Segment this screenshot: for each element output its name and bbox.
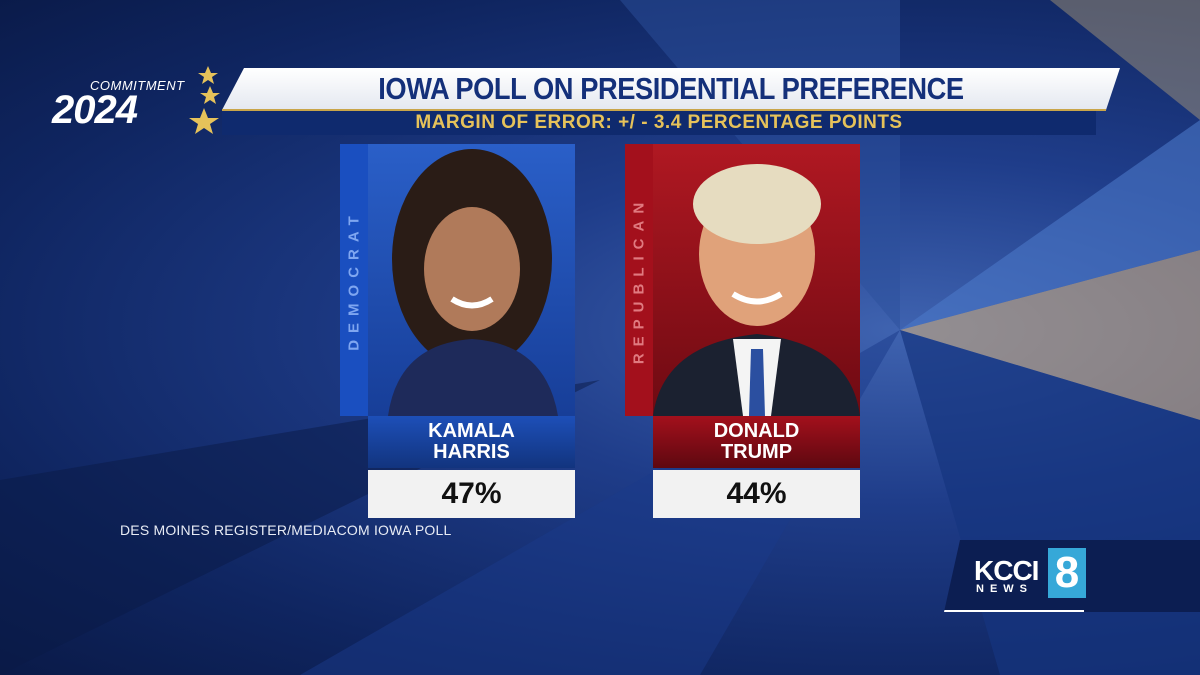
title-banner: IOWA POLL ON PRESIDENTIAL PREFERENCE — [222, 68, 1120, 110]
name-box: DONALD TRUMP — [653, 416, 860, 468]
logo-underline — [944, 610, 1084, 612]
brand-logo: COMMITMENT 2024 — [50, 66, 220, 144]
party-strip: REPUBLICAN — [625, 144, 653, 416]
name-box: KAMALA HARRIS — [368, 416, 575, 468]
last-name: TRUMP — [720, 441, 793, 463]
party-strip: DEMOCRAT — [340, 144, 368, 416]
stars — [189, 66, 220, 134]
source: DES MOINES REGISTER/MEDIACOM IOWA POLL — [120, 522, 452, 538]
candidate-photo — [368, 144, 575, 416]
station: KCCI — [974, 555, 1039, 586]
party: DEMOCRAT — [345, 209, 363, 351]
subtitle: MARGIN OF ERROR: +/ - 3.4 PERCENTAGE POI… — [415, 112, 903, 133]
candidate-card: DEMOCRAT KAMALA HARRIS 47% — [340, 144, 576, 518]
last-name: HARRIS — [433, 441, 510, 463]
first-name: KAMALA — [428, 420, 515, 442]
party: REPUBLICAN — [630, 195, 648, 365]
brand-line: COMMITMENT — [90, 78, 185, 93]
first-name: DONALD — [713, 420, 800, 442]
subtitle-bar: MARGIN OF ERROR: +/ - 3.4 PERCENTAGE POI… — [222, 111, 1096, 135]
result: 44% — [653, 470, 860, 518]
station-logo: KCCI NEWS 8 — [944, 540, 1200, 612]
portrait — [388, 149, 558, 416]
station-sub: NEWS — [976, 583, 1033, 595]
channel: 8 — [1048, 548, 1086, 598]
divider — [222, 109, 1106, 111]
title: IOWA POLL ON PRESIDENTIAL PREFERENCE — [378, 71, 964, 106]
brand-year: 2024 — [52, 88, 138, 132]
candidate-photo — [653, 144, 860, 416]
candidate-card: REPUBLICAN DONALD TRUMP 44% — [625, 144, 861, 518]
result: 47% — [368, 470, 575, 518]
portrait — [653, 164, 860, 416]
